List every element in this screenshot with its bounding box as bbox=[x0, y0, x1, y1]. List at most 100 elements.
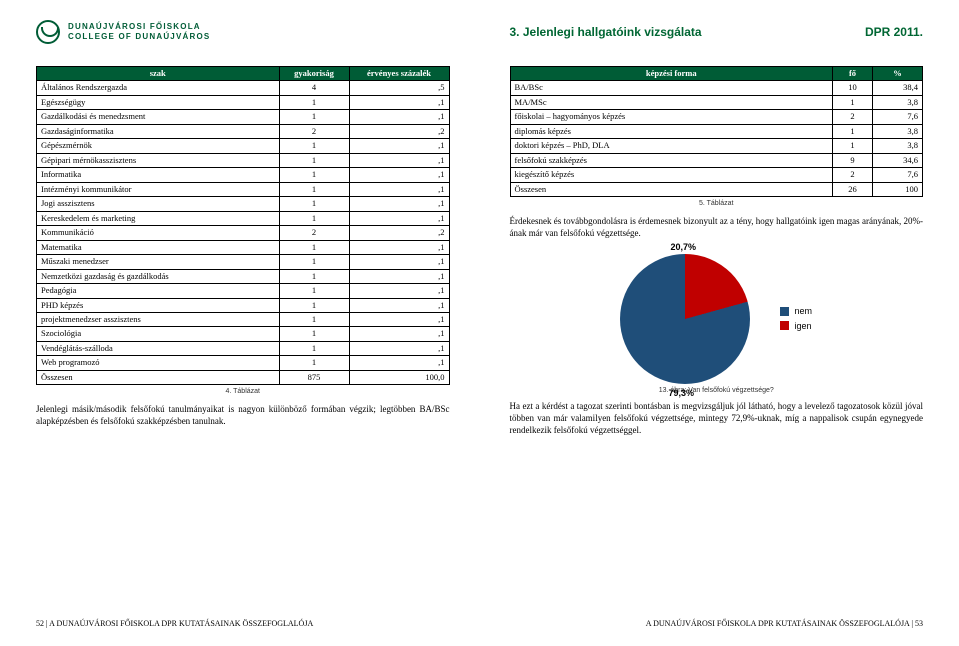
table-cell: ,1 bbox=[349, 95, 449, 109]
logo-line2: COLLEGE OF DUNAÚJVÁROS bbox=[68, 32, 210, 42]
table-cell: ,1 bbox=[349, 197, 449, 211]
table-cell: 9 bbox=[833, 153, 873, 167]
table-cell: 3,8 bbox=[873, 124, 923, 138]
table-cell: ,2 bbox=[349, 124, 449, 138]
table-cell: 1 bbox=[833, 95, 873, 109]
table-row: Nemzetközi gazdaság és gazdálkodás1,1 bbox=[37, 269, 450, 283]
logo-line1: DUNAÚJVÁROSI FŐISKOLA bbox=[68, 22, 210, 32]
table-row: Szociológia1,1 bbox=[37, 327, 450, 341]
swatch-nem bbox=[780, 307, 789, 316]
table-cell: ,1 bbox=[349, 298, 449, 312]
table-cell: 7,6 bbox=[873, 110, 923, 124]
table-cell: projektmenedzser asszisztens bbox=[37, 312, 280, 326]
table-row: Matematika1,1 bbox=[37, 240, 450, 254]
logo-icon bbox=[36, 20, 60, 44]
table-row: BA/BSc1038,4 bbox=[510, 81, 923, 95]
table-cell: ,1 bbox=[349, 182, 449, 196]
table-row: Gépipari mérnökasszisztens1,1 bbox=[37, 153, 450, 167]
table-cell: doktori képzés – PhD, DLA bbox=[510, 139, 833, 153]
pie-chart bbox=[620, 254, 750, 384]
footer-right-num: 53 bbox=[915, 619, 923, 628]
footer-right: A DUNAÚJVÁROSI FŐISKOLA DPR KUTATÁSAINAK… bbox=[646, 619, 923, 628]
table-row: Gazdálkodási és menedzsment1,1 bbox=[37, 110, 450, 124]
table-cell: 38,4 bbox=[873, 81, 923, 95]
table-cell: ,5 bbox=[349, 81, 449, 95]
footer-left-text: A DUNAÚJVÁROSI FŐISKOLA DPR KUTATÁSAINAK… bbox=[49, 619, 313, 628]
table-cell: 2 bbox=[279, 226, 349, 240]
table-cell: ,1 bbox=[349, 153, 449, 167]
table-row: Összesen875100,0 bbox=[37, 370, 450, 384]
table-cell: Nemzetközi gazdaság és gazdálkodás bbox=[37, 269, 280, 283]
table-cell: 1 bbox=[279, 240, 349, 254]
table-cell: ,2 bbox=[349, 226, 449, 240]
table-cell: Gépészmérnök bbox=[37, 139, 280, 153]
table-cell: 1 bbox=[279, 284, 349, 298]
table-cell: MA/MSc bbox=[510, 95, 833, 109]
table-cell: Összesen bbox=[37, 370, 280, 384]
table-cell: 1 bbox=[279, 298, 349, 312]
section-title: 3. Jelenlegi hallgatóink vizsgálata bbox=[510, 25, 702, 39]
table-cell: 1 bbox=[279, 341, 349, 355]
table-cell: Műszaki menedzser bbox=[37, 255, 280, 269]
table-cell: Gazdálkodási és menedzsment bbox=[37, 110, 280, 124]
legend-nem: nem bbox=[780, 304, 812, 318]
table-row: doktori képzés – PhD, DLA13,8 bbox=[510, 139, 923, 153]
legend-nem-label: nem bbox=[794, 304, 812, 318]
table-cell: 1 bbox=[279, 153, 349, 167]
table-cell: Gépipari mérnökasszisztens bbox=[37, 153, 280, 167]
table-cell: ,1 bbox=[349, 110, 449, 124]
footer-left-num: 52 bbox=[36, 619, 44, 628]
table-cell: 1 bbox=[279, 255, 349, 269]
table-row: Összesen26100 bbox=[510, 182, 923, 196]
left-body-text: Jelenlegi másik/második felsőfokú tanulm… bbox=[36, 403, 450, 427]
table-cell: PHD képzés bbox=[37, 298, 280, 312]
table-cell: 34,6 bbox=[873, 153, 923, 167]
logo-row: DUNAÚJVÁROSI FŐISKOLA COLLEGE OF DUNAÚJV… bbox=[36, 18, 450, 46]
table-cell: 100,0 bbox=[349, 370, 449, 384]
pie-chart-wrap: 20,7% 79,3% nem igen bbox=[510, 254, 924, 384]
spread: DUNAÚJVÁROSI FŐISKOLA COLLEGE OF DUNAÚJV… bbox=[0, 0, 959, 646]
table-cell: 1 bbox=[279, 95, 349, 109]
table-row: felsőfokú szakképzés934,6 bbox=[510, 153, 923, 167]
table-cell: 100 bbox=[873, 182, 923, 196]
left-table: szakgyakoriságérvényes százalék Általáno… bbox=[36, 66, 450, 385]
table-cell: 2 bbox=[833, 110, 873, 124]
table-cell: Web programozó bbox=[37, 356, 280, 370]
table-cell: ,1 bbox=[349, 240, 449, 254]
table-cell: 1 bbox=[279, 182, 349, 196]
table-cell: ,1 bbox=[349, 255, 449, 269]
table-cell: ,1 bbox=[349, 356, 449, 370]
table-cell: 26 bbox=[833, 182, 873, 196]
table-cell: 1 bbox=[279, 168, 349, 182]
table-cell: kiegészítő képzés bbox=[510, 168, 833, 182]
table-cell: ,1 bbox=[349, 211, 449, 225]
table-cell: 1 bbox=[833, 124, 873, 138]
table-cell: Gazdaságinformatika bbox=[37, 124, 280, 138]
table-header: képzési forma bbox=[510, 67, 833, 81]
table-row: Pedagógia1,1 bbox=[37, 284, 450, 298]
table-cell: ,1 bbox=[349, 284, 449, 298]
table-cell: Matematika bbox=[37, 240, 280, 254]
table-cell: felsőfokú szakképzés bbox=[510, 153, 833, 167]
swatch-igen bbox=[780, 321, 789, 330]
left-table-caption: 4. Táblázat bbox=[36, 388, 450, 395]
table-cell: Kommunikáció bbox=[37, 226, 280, 240]
table-row: Általános Rendszergazda4,5 bbox=[37, 81, 450, 95]
table-row: Gazdaságinformatika2,2 bbox=[37, 124, 450, 138]
table-cell: Kereskedelem és marketing bbox=[37, 211, 280, 225]
table-header: fő bbox=[833, 67, 873, 81]
table-row: Vendéglátás-szálloda1,1 bbox=[37, 341, 450, 355]
page-left: DUNAÚJVÁROSI FŐISKOLA COLLEGE OF DUNAÚJV… bbox=[0, 0, 480, 646]
table-row: Informatika1,1 bbox=[37, 168, 450, 182]
footer-right-text: A DUNAÚJVÁROSI FŐISKOLA DPR KUTATÁSAINAK… bbox=[646, 619, 910, 628]
page-right: 3. Jelenlegi hallgatóink vizsgálata DPR … bbox=[480, 0, 959, 646]
table-cell: Egészségügy bbox=[37, 95, 280, 109]
table-cell: 1 bbox=[279, 356, 349, 370]
table-row: kiegészítő képzés27,6 bbox=[510, 168, 923, 182]
table-cell: 1 bbox=[279, 269, 349, 283]
table-cell: 1 bbox=[833, 139, 873, 153]
table-row: főiskolai – hagyományos képzés27,6 bbox=[510, 110, 923, 124]
table-cell: 875 bbox=[279, 370, 349, 384]
table-cell: 1 bbox=[279, 197, 349, 211]
right-table: képzési formafő% BA/BSc1038,4MA/MSc13,8f… bbox=[510, 66, 924, 197]
